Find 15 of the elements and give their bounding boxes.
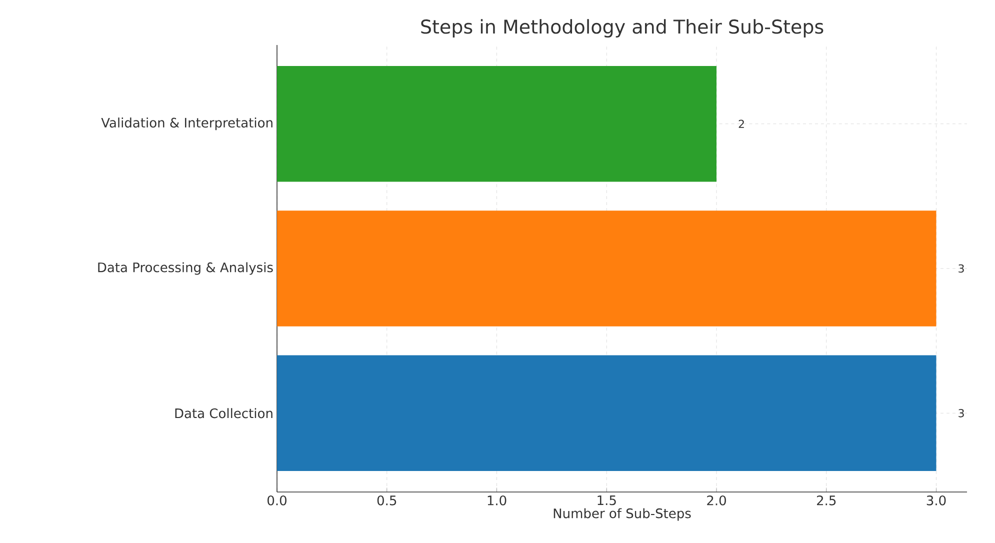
data-label: 2 — [738, 120, 744, 128]
data-label: 3 — [958, 264, 964, 273]
chart-title: Steps in Methodology and Their Sub-Steps — [421, 19, 824, 38]
x-axis-title: Number of Sub-Steps — [554, 508, 691, 521]
x-tick-label: 2.0 — [707, 496, 726, 506]
x-tick-label: 0.5 — [377, 496, 396, 506]
x-tick-label: 3.0 — [926, 496, 946, 506]
x-tick-label: 0.0 — [268, 496, 286, 506]
x-tick-label: 2.5 — [816, 496, 836, 506]
y-tick-label: Data Processing & Analysis — [98, 262, 273, 275]
data-label: 3 — [958, 408, 964, 418]
x-tick-label: 1.5 — [598, 496, 616, 506]
x-tick-label: 1.0 — [488, 496, 506, 506]
y-tick-label: Validation & Interpretation — [101, 118, 272, 130]
y-tick-label: Data Collection — [175, 408, 272, 418]
